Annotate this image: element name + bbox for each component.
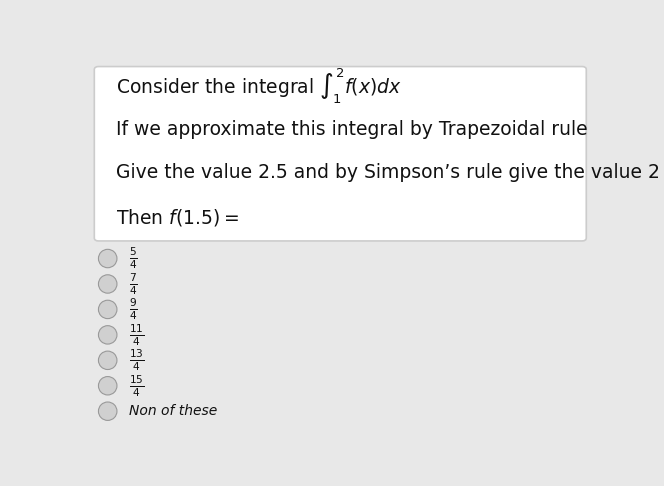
Text: $\frac{15}{4}$: $\frac{15}{4}$ [129, 373, 145, 399]
Ellipse shape [98, 377, 117, 395]
Text: $\frac{9}{4}$: $\frac{9}{4}$ [129, 296, 138, 322]
Text: $\frac{11}{4}$: $\frac{11}{4}$ [129, 322, 145, 347]
Ellipse shape [98, 275, 117, 293]
Text: If we approximate this integral by Trapezoidal rule: If we approximate this integral by Trape… [116, 120, 588, 139]
Text: $\frac{5}{4}$: $\frac{5}{4}$ [129, 246, 138, 271]
Text: $\frac{7}{4}$: $\frac{7}{4}$ [129, 271, 138, 297]
Ellipse shape [98, 249, 117, 268]
Ellipse shape [98, 351, 117, 369]
Text: $\frac{13}{4}$: $\frac{13}{4}$ [129, 347, 145, 373]
Ellipse shape [98, 402, 117, 420]
Ellipse shape [98, 300, 117, 319]
Text: Non of these: Non of these [129, 404, 218, 418]
Text: Give the value 2.5 and by Simpson’s rule give the value 2: Give the value 2.5 and by Simpson’s rule… [116, 163, 660, 182]
Text: Then $f(1.5) =$: Then $f(1.5) =$ [116, 207, 240, 228]
Ellipse shape [98, 326, 117, 344]
FancyBboxPatch shape [94, 67, 586, 241]
Text: Consider the integral $\int_1^2 f(x)dx$: Consider the integral $\int_1^2 f(x)dx$ [116, 67, 402, 106]
